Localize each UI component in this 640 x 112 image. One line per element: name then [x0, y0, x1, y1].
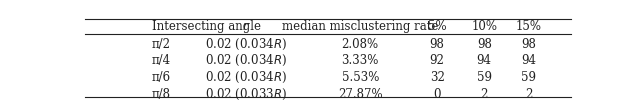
Text: 5.53%: 5.53%	[342, 71, 379, 84]
Text: 94: 94	[522, 54, 536, 67]
Text: 98: 98	[429, 38, 445, 51]
Text: 0.02 (0.034$\mathit{R}$): 0.02 (0.034$\mathit{R}$)	[205, 53, 287, 68]
Text: 0: 0	[433, 88, 441, 101]
Text: 92: 92	[429, 54, 445, 67]
Text: 15%: 15%	[516, 20, 542, 33]
Text: π/2: π/2	[152, 38, 171, 51]
Text: π/6: π/6	[152, 71, 171, 84]
Text: 59: 59	[522, 71, 536, 84]
Text: 2.08%: 2.08%	[342, 38, 379, 51]
Text: 0.02 (0.033$\mathit{R}$): 0.02 (0.033$\mathit{R}$)	[205, 87, 287, 102]
Text: π/4: π/4	[152, 54, 171, 67]
Text: 32: 32	[429, 71, 445, 84]
Text: 59: 59	[477, 71, 492, 84]
Text: 0.02 (0.034$\mathit{R}$): 0.02 (0.034$\mathit{R}$)	[205, 37, 287, 52]
Text: 10%: 10%	[471, 20, 497, 33]
Text: 94: 94	[477, 54, 492, 67]
Text: 5%: 5%	[428, 20, 447, 33]
Text: median misclustering rate: median misclustering rate	[282, 20, 438, 33]
Text: 2: 2	[525, 88, 532, 101]
Text: $\mathit{r}$: $\mathit{r}$	[243, 20, 250, 33]
Text: 2: 2	[481, 88, 488, 101]
Text: 98: 98	[522, 38, 536, 51]
Text: 0.02 (0.034$\mathit{R}$): 0.02 (0.034$\mathit{R}$)	[205, 70, 287, 85]
Text: 27.87%: 27.87%	[338, 88, 383, 101]
Text: Intersecting angle: Intersecting angle	[152, 20, 261, 33]
Text: 3.33%: 3.33%	[342, 54, 379, 67]
Text: 98: 98	[477, 38, 492, 51]
Text: π/8: π/8	[152, 88, 171, 101]
